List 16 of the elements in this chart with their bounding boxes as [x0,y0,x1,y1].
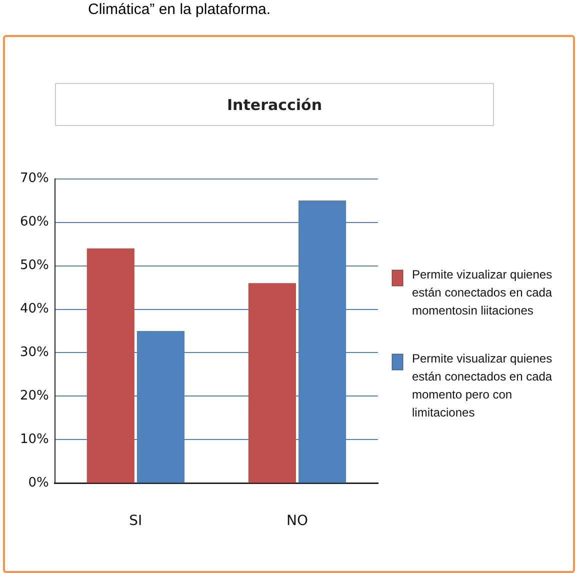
y-tick-label: 60% [20,214,49,230]
legend-label: Permite visualizar quienes están conectados en cada momento pero con limitaciones [412,351,552,420]
y-tick-label: 40% [20,302,49,317]
chart-title: Interacción [55,83,494,126]
y-tick-label: 30% [20,345,49,360]
y-tick-label: 50% [20,258,49,274]
y-tick-label: 70% [20,171,49,186]
y-tick-label: 10% [20,432,49,448]
bar [248,283,296,483]
x-tick-label: SI [129,513,142,530]
y-tick-label: 20% [20,388,49,404]
bar [86,248,134,483]
legend-label: Permite vizualizar quienes están conectados en cada momentosin liitaciones [412,267,552,318]
text: Climática” en la plataforma. [88,1,271,18]
x-tick-label: NO [286,513,308,530]
y-tick-label: 0% [28,476,49,491]
